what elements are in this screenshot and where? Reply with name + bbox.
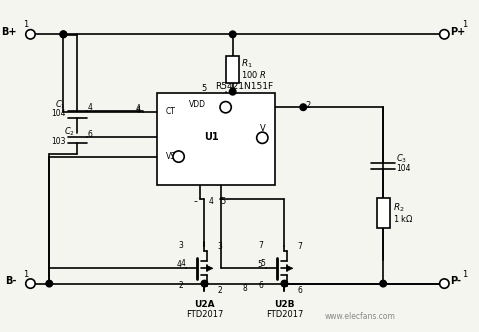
Text: 4: 4	[136, 106, 141, 115]
Circle shape	[281, 280, 288, 287]
Circle shape	[257, 132, 268, 143]
Text: VDD: VDD	[189, 100, 206, 109]
Text: V: V	[261, 124, 266, 133]
Circle shape	[229, 88, 236, 95]
Circle shape	[201, 280, 208, 287]
Text: FTD2017: FTD2017	[266, 309, 303, 318]
Text: 6: 6	[88, 130, 93, 139]
Text: 5: 5	[221, 197, 226, 206]
Text: U1: U1	[204, 131, 219, 142]
Circle shape	[26, 279, 35, 288]
Text: P+: P+	[450, 27, 465, 37]
Text: 2: 2	[306, 101, 311, 110]
Circle shape	[380, 280, 387, 287]
Text: 3: 3	[217, 242, 223, 251]
Text: 104: 104	[396, 164, 411, 173]
Text: 4: 4	[88, 103, 93, 112]
Polygon shape	[207, 266, 213, 271]
Text: 8: 8	[242, 284, 247, 293]
Text: B-: B-	[5, 276, 16, 286]
Text: 1: 1	[462, 20, 468, 30]
Text: 4: 4	[208, 197, 213, 206]
Circle shape	[60, 31, 67, 38]
Text: R5421N151F: R5421N151F	[216, 82, 274, 91]
Circle shape	[440, 30, 449, 39]
Text: 7: 7	[297, 242, 302, 251]
Text: 1: 1	[462, 270, 468, 279]
Text: 100 $R$: 100 $R$	[241, 69, 267, 80]
Text: 3: 3	[179, 241, 183, 250]
Circle shape	[440, 279, 449, 288]
Text: $C_3$: $C_3$	[396, 153, 408, 165]
Circle shape	[26, 30, 35, 39]
Bar	[376, 198, 390, 228]
Text: 6: 6	[297, 286, 302, 295]
Text: 4: 4	[136, 104, 141, 113]
Circle shape	[46, 280, 53, 287]
Text: P-: P-	[450, 276, 461, 286]
Circle shape	[229, 31, 236, 38]
Text: -: -	[193, 196, 197, 206]
Text: 2: 2	[179, 281, 183, 290]
Text: B+: B+	[1, 27, 16, 37]
Text: $C_2$: $C_2$	[64, 125, 75, 138]
Text: 2: 2	[217, 286, 222, 295]
Text: 6: 6	[259, 281, 263, 290]
Text: 5: 5	[257, 260, 262, 269]
Circle shape	[173, 151, 184, 162]
Text: U2B: U2B	[274, 300, 295, 309]
Text: CT: CT	[166, 108, 176, 117]
Text: U2A: U2A	[194, 300, 215, 309]
Bar	[158, 93, 275, 185]
Polygon shape	[287, 266, 293, 271]
Text: 1: 1	[23, 270, 28, 279]
Text: 104: 104	[51, 109, 66, 118]
Text: 103: 103	[51, 136, 66, 145]
Text: 7: 7	[259, 241, 263, 250]
Text: 1 k$\Omega$: 1 k$\Omega$	[393, 213, 413, 224]
Text: $R_1$: $R_1$	[241, 58, 253, 70]
Text: FTD2017: FTD2017	[186, 309, 223, 318]
Text: 1: 1	[23, 20, 28, 30]
Text: www.elecfans.com: www.elecfans.com	[324, 312, 395, 321]
Circle shape	[300, 104, 307, 111]
Text: 5: 5	[202, 84, 207, 93]
Circle shape	[60, 31, 67, 38]
Text: 4: 4	[177, 260, 182, 269]
Text: 5: 5	[261, 259, 266, 268]
Text: 4: 4	[181, 259, 186, 268]
Text: $C_1$: $C_1$	[55, 99, 66, 111]
Text: VSS: VSS	[166, 152, 181, 161]
Bar	[226, 56, 240, 83]
Text: $R_2$: $R_2$	[393, 201, 404, 213]
Circle shape	[220, 102, 231, 113]
